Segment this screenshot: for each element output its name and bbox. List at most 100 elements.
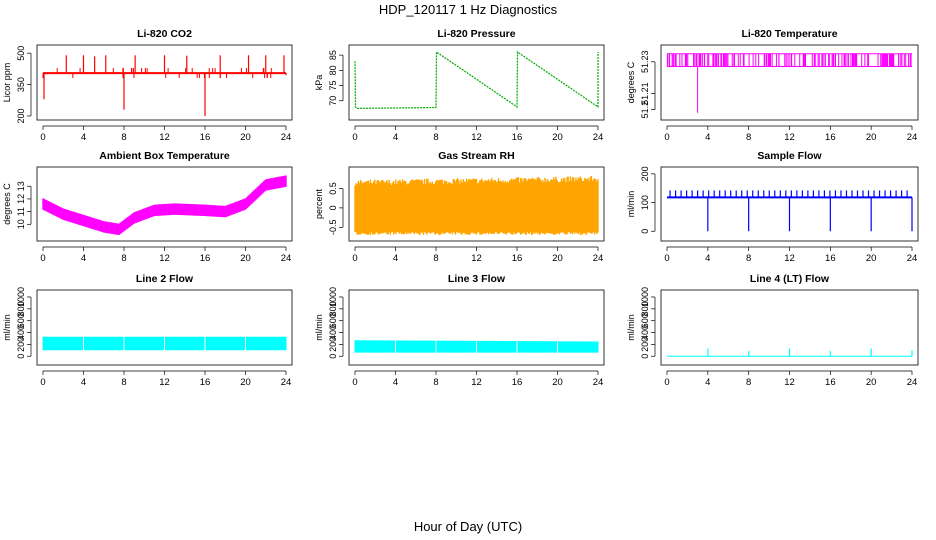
x-tick-label: 20 (240, 132, 251, 143)
y-tick-label: 0 (328, 205, 338, 210)
x-tick-label: 0 (352, 132, 357, 143)
y-tick-label: 51.21 (640, 82, 650, 105)
x-tick-label: 8 (746, 132, 751, 143)
plot-frame (36, 44, 293, 121)
x-tick-label: 0 (664, 253, 669, 264)
panel-sample_flow: Sample Flow ml/min 0 4 8 12 16 20 24 0 100 200 (626, 150, 919, 264)
x-tick-label: 20 (552, 132, 563, 143)
x-tick-label: 20 (866, 253, 877, 264)
x-tick-label: 4 (81, 377, 86, 388)
y-tick-label: 70 (328, 96, 338, 106)
y-tick-label: 1000 (16, 287, 26, 307)
y-axis-label: ml/min (2, 314, 12, 341)
panel-title: Line 2 Flow (136, 273, 194, 285)
plot-frame (348, 289, 605, 366)
series-line2 (42, 336, 287, 351)
x-tick-label: 16 (825, 132, 836, 143)
x-tick-label: 12 (784, 377, 795, 388)
series-line4 (667, 348, 913, 357)
y-axis-label: ml/min (314, 314, 324, 341)
panel-pressure: Li-820 Pressure kPa 0 4 8 12 16 20 24 70 75 80 85 (314, 28, 605, 143)
y-tick-label: 200 (640, 166, 650, 181)
panel-line2: Line 2 Flow ml/min 0 4 8 12 16 20 24 0 20040060080… (2, 273, 293, 388)
y-tick-label: 400 (328, 325, 338, 340)
y-tick-label: 85 (328, 50, 338, 60)
y-axis-label: Licor ppm (2, 63, 12, 103)
plot-frame (660, 289, 919, 366)
figure-xlabel: Hour of Day (UTC) (414, 519, 522, 534)
y-tick-label: 200 (16, 337, 26, 352)
y-tick-label: 1000 (640, 287, 650, 307)
x-tick-label: 24 (593, 377, 604, 388)
series-co2 (42, 55, 287, 116)
panel-line3: Line 3 Flow ml/min 0 4 8 12 16 20 24 0 20040060080… (314, 273, 605, 388)
x-tick-label: 12 (159, 253, 170, 264)
x-tick-label: 4 (393, 132, 398, 143)
panel-title: Li-820 CO2 (137, 28, 192, 40)
y-tick-label: 350 (16, 77, 26, 92)
plot-frame (36, 289, 293, 366)
x-tick-label: 12 (784, 253, 795, 264)
panel-title: Sample Flow (757, 150, 822, 162)
x-tick-label: 12 (471, 132, 482, 143)
x-tick-label: 12 (471, 377, 482, 388)
x-tick-label: 4 (81, 132, 86, 143)
x-tick-label: 20 (240, 253, 251, 264)
y-tick-label: 500 (16, 46, 26, 61)
y-tick-label: 51.2 (640, 101, 650, 119)
y-tick-label: 11 (16, 207, 26, 216)
x-tick-label: 24 (281, 132, 292, 143)
x-tick-label: 20 (552, 377, 563, 388)
x-tick-label: 0 (352, 253, 357, 264)
pressure-trace (354, 50, 599, 110)
y-tick-label: 0 (640, 229, 650, 234)
y-tick-label: 800 (640, 301, 650, 316)
panel-title: Li-820 Temperature (741, 28, 837, 40)
y-axis-label: degrees C (2, 183, 12, 225)
x-tick-label: 24 (281, 377, 292, 388)
x-tick-label: 8 (433, 377, 438, 388)
x-tick-label: 0 (40, 377, 45, 388)
plot-frame (348, 166, 605, 242)
x-tick-label: 24 (907, 132, 918, 143)
x-tick-label: 20 (552, 253, 563, 264)
panel-title: Ambient Box Temperature (99, 150, 230, 162)
panel-co2: Li-820 CO2 Licor ppm 0 4 8 12 16 20 24 200 350 500 (2, 28, 293, 143)
x-tick-label: 4 (81, 253, 86, 264)
y-tick-label: 400 (16, 325, 26, 340)
y-tick-label: 80 (328, 65, 338, 75)
y-tick-label: 200 (640, 337, 650, 352)
series-licor_temp (666, 53, 912, 113)
y-axis-label: kPa (314, 75, 324, 91)
y-tick-label: 600 (328, 313, 338, 328)
y-tick-label: 400 (640, 325, 650, 340)
x-tick-label: 0 (40, 132, 45, 143)
x-tick-label: 16 (825, 377, 836, 388)
plot-frame (660, 166, 919, 242)
y-tick-label: 600 (16, 313, 26, 328)
x-tick-label: 20 (866, 132, 877, 143)
x-tick-label: 12 (159, 377, 170, 388)
y-tick-label: 13 (16, 181, 26, 191)
series-line3 (354, 339, 599, 354)
series-sample_flow (667, 190, 913, 232)
panel-title: Gas Stream RH (438, 150, 514, 162)
x-tick-label: 24 (593, 253, 604, 264)
y-tick-label: 1000 (328, 287, 338, 307)
x-tick-label: 12 (784, 132, 795, 143)
series-rh (354, 175, 599, 236)
y-tick-label: 10 (16, 219, 26, 229)
series-pressure (354, 50, 599, 110)
x-tick-label: 0 (352, 377, 357, 388)
y-tick-label: 75 (328, 81, 338, 91)
x-tick-label: 8 (121, 253, 126, 264)
x-tick-label: 8 (746, 377, 751, 388)
x-tick-label: 4 (705, 132, 710, 143)
plot-frame (660, 44, 919, 121)
x-tick-label: 4 (705, 377, 710, 388)
x-tick-label: 8 (121, 132, 126, 143)
y-tick-label: 800 (328, 301, 338, 316)
x-tick-label: 24 (907, 253, 918, 264)
x-tick-label: 4 (393, 377, 398, 388)
